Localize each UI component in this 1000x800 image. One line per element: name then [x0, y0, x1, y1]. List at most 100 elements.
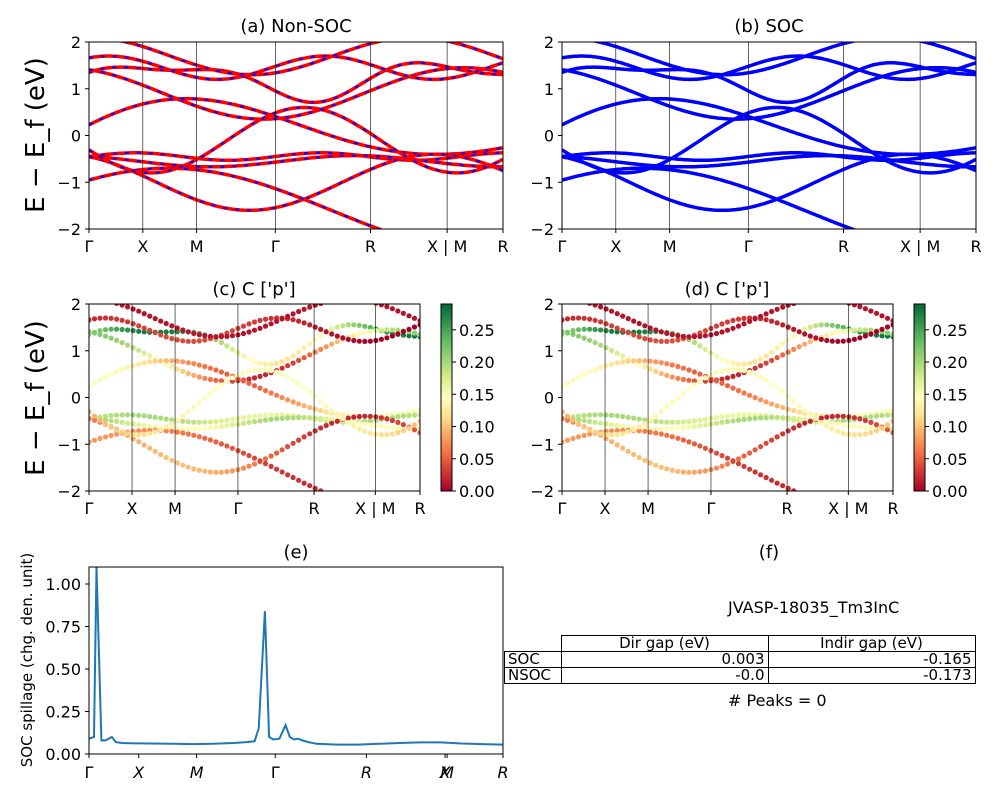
- projection-point: [802, 331, 808, 337]
- panel-c-ylabel: E − E_f (eV): [21, 320, 51, 476]
- projection-point: [675, 425, 681, 431]
- y-tick-label: 2: [71, 33, 81, 52]
- projection-point: [406, 412, 412, 419]
- projection-point: [813, 323, 819, 329]
- projection-point: [378, 304, 384, 308]
- projection-point: [180, 430, 186, 436]
- projection-point: [357, 297, 362, 302]
- projection-point: [318, 415, 324, 421]
- projection-point: [562, 329, 565, 335]
- projection-point: [697, 443, 703, 449]
- projection-point: [819, 297, 824, 302]
- projection-point: [752, 316, 758, 322]
- projection-point: [730, 325, 736, 331]
- projection-point: [312, 415, 318, 421]
- panel-e-ylabel: SOC spillage (chg. den. unit): [18, 553, 36, 768]
- projection-point: [609, 422, 615, 428]
- projection-point: [400, 329, 406, 335]
- projection-point: [136, 323, 142, 329]
- projection-point: [829, 331, 835, 337]
- projection-point: [114, 369, 120, 375]
- projection-point: [102, 417, 109, 423]
- projection-point: [158, 415, 164, 421]
- projection-point: [747, 466, 753, 472]
- projection-point: [196, 419, 202, 425]
- projection-point: [257, 366, 263, 373]
- projection-point: [691, 378, 698, 384]
- projection-point: [329, 331, 335, 337]
- projection-point: [262, 417, 269, 423]
- projection-point: [752, 371, 758, 377]
- projection-point: [152, 414, 158, 420]
- projection-point: [636, 428, 642, 434]
- colorbar-tick-label: 0.10: [932, 418, 968, 437]
- projection-point: [334, 412, 340, 418]
- projection-point: [587, 427, 593, 433]
- projection-point: [796, 329, 802, 335]
- projection-point: [202, 337, 208, 343]
- projection-point: [653, 359, 659, 365]
- projection-point: [251, 413, 258, 419]
- projection-point: [218, 423, 224, 429]
- projection-point: [119, 340, 125, 346]
- projection-point: [91, 437, 98, 443]
- projection-point: [598, 412, 604, 418]
- projection-point: [274, 412, 280, 418]
- projection-point: [274, 392, 280, 398]
- projection-point: [191, 372, 197, 378]
- band-line-dash: [89, 151, 503, 162]
- projection-point: [152, 330, 158, 336]
- projection-point: [290, 399, 296, 405]
- x-tick-label: M: [641, 499, 655, 518]
- projection-point: [141, 360, 147, 366]
- projection-point: [769, 381, 775, 387]
- band-line: [562, 151, 976, 163]
- projection-point: [196, 467, 202, 473]
- projection-point: [758, 363, 764, 369]
- projection-point: [158, 332, 164, 338]
- projection-point: [262, 412, 269, 418]
- projection-point: [384, 304, 390, 310]
- projection-point: [702, 375, 709, 381]
- projection-point: [373, 327, 379, 334]
- projection-point: [846, 304, 852, 306]
- projection-point: [406, 326, 412, 332]
- projection-point: [609, 328, 615, 334]
- projection-point: [191, 466, 197, 472]
- projection-point: [224, 423, 230, 429]
- projection-point: [400, 332, 406, 338]
- projection-point: [713, 415, 720, 421]
- projection-point: [296, 381, 302, 387]
- projection-point: [285, 363, 291, 369]
- y-tick-label: −2: [530, 482, 554, 501]
- projection-point: [351, 414, 357, 420]
- projection-point: [730, 366, 736, 373]
- projection-point: [758, 472, 764, 478]
- projection-point: [268, 412, 274, 418]
- projection-point: [224, 371, 230, 377]
- projection-point: [884, 427, 891, 433]
- projection-point: [774, 385, 780, 391]
- x-tick-label: M: [190, 237, 204, 256]
- projection-point: [658, 329, 664, 335]
- projection-point: [323, 416, 329, 422]
- projection-point: [191, 426, 197, 432]
- projection-point: [351, 423, 357, 429]
- projection-point: [763, 474, 769, 481]
- projection-point: [262, 461, 269, 467]
- projection-point: [114, 431, 120, 437]
- projection-point: [598, 304, 604, 310]
- projection-point: [125, 431, 131, 437]
- projection-point: [642, 323, 648, 329]
- projection-point: [296, 318, 302, 324]
- projection-point: [274, 416, 280, 422]
- projection-point: [202, 375, 208, 381]
- projection-point: [868, 419, 874, 425]
- x-tick-label: X | M: [427, 237, 467, 256]
- projection-point: [868, 425, 874, 431]
- projection-point: [97, 377, 103, 383]
- projection-point: [207, 469, 213, 475]
- spillage-plot-area: [89, 567, 503, 746]
- projection-point: [609, 347, 615, 353]
- projection-point: [251, 375, 258, 381]
